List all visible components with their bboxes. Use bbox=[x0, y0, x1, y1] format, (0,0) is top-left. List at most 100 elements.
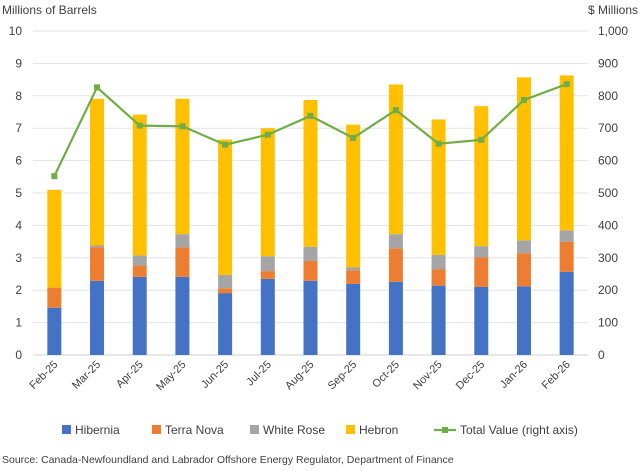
bar-segment-terra-nova bbox=[303, 261, 318, 281]
right-tick-label: 900 bbox=[598, 56, 618, 70]
x-tick-label: Feb-25 bbox=[27, 359, 60, 392]
bar-segment-hibernia bbox=[47, 307, 62, 355]
left-tick-label: 7 bbox=[15, 121, 22, 135]
left-tick-label: 0 bbox=[15, 348, 22, 362]
x-tick-label: May-25 bbox=[154, 359, 188, 393]
bar-segment-terra-nova bbox=[218, 288, 233, 294]
left-tick-label: 9 bbox=[15, 56, 22, 70]
right-tick-label: 100 bbox=[598, 316, 618, 330]
bar-segment-hebron bbox=[175, 98, 190, 235]
x-tick-label: Feb-26 bbox=[540, 359, 573, 392]
bar-segment-hibernia bbox=[516, 286, 531, 355]
bar-segment-white-rose bbox=[346, 267, 361, 271]
bar-segment-white-rose bbox=[218, 274, 233, 289]
left-tick-label: 6 bbox=[15, 154, 22, 168]
total-value-marker bbox=[350, 134, 357, 141]
right-tick-label: 600 bbox=[598, 154, 618, 168]
bar-segment-hebron bbox=[260, 128, 275, 257]
legend-label: Hebron bbox=[359, 423, 398, 437]
right-tick-label: 1,000 bbox=[598, 24, 628, 38]
bar-segment-terra-nova bbox=[47, 287, 62, 308]
x-tick-label: Jan-26 bbox=[498, 359, 530, 391]
bar-segment-terra-nova bbox=[346, 270, 361, 284]
bar-segment-hibernia bbox=[132, 276, 147, 355]
bar-segment-terra-nova bbox=[260, 271, 275, 279]
left-tick-label: 5 bbox=[15, 186, 22, 200]
legend-label: Terra Nova bbox=[165, 423, 224, 437]
total-value-marker bbox=[94, 84, 101, 91]
legend-swatch bbox=[62, 425, 71, 434]
bar-segment-white-rose bbox=[388, 234, 403, 249]
bar-segment-hibernia bbox=[303, 280, 318, 355]
bar-segment-hibernia bbox=[346, 283, 361, 355]
x-tick-label: Mar-25 bbox=[70, 359, 103, 392]
bar-segment-white-rose bbox=[516, 240, 531, 254]
bar-segment-terra-nova bbox=[516, 253, 531, 287]
x-tick-label: Oct-25 bbox=[370, 359, 402, 391]
left-tick-label: 3 bbox=[15, 251, 22, 265]
legend-swatch bbox=[152, 425, 161, 434]
bar-segment-hebron bbox=[346, 124, 361, 268]
bar-segment-white-rose bbox=[474, 246, 489, 258]
bar-segment-hibernia bbox=[260, 278, 275, 355]
total-value-marker bbox=[478, 136, 485, 143]
bar-segment-hebron bbox=[516, 77, 531, 241]
legend-swatch bbox=[250, 425, 259, 434]
right-tick-label: 700 bbox=[598, 121, 618, 135]
bar-segment-terra-nova bbox=[474, 257, 489, 287]
right-tick-label: 800 bbox=[598, 89, 618, 103]
legend-swatch bbox=[346, 425, 355, 434]
total-value-marker bbox=[264, 131, 271, 138]
bar-segment-terra-nova bbox=[388, 248, 403, 282]
bar-segment-hebron bbox=[303, 100, 318, 247]
bar-segment-hebron bbox=[388, 84, 403, 235]
total-value-marker bbox=[520, 97, 527, 104]
total-value-marker bbox=[307, 112, 314, 119]
legend-label: White Rose bbox=[263, 423, 325, 437]
left-axis-title: Millions of Barrels bbox=[2, 3, 97, 17]
total-value-marker bbox=[136, 122, 143, 129]
left-tick-label: 8 bbox=[15, 89, 22, 103]
source-note: Source: Canada-Newfoundland and Labrador… bbox=[2, 454, 454, 466]
x-tick-label: Jul-25 bbox=[244, 359, 274, 389]
bar-segment-white-rose bbox=[559, 230, 574, 242]
bar-segment-hebron bbox=[431, 119, 446, 255]
bar-segment-white-rose bbox=[132, 255, 147, 266]
right-axis-title: $ Millions bbox=[588, 3, 638, 17]
bar-segment-white-rose bbox=[431, 254, 446, 270]
bar-segment-hibernia bbox=[175, 276, 190, 355]
bar-segment-terra-nova bbox=[175, 247, 190, 277]
bar-segment-terra-nova bbox=[90, 247, 105, 281]
bar-segment-hibernia bbox=[559, 271, 574, 355]
bar-segment-terra-nova bbox=[132, 265, 147, 277]
right-tick-label: 500 bbox=[598, 186, 618, 200]
bar-segment-hebron bbox=[559, 75, 574, 231]
right-tick-label: 300 bbox=[598, 251, 618, 265]
bar-segment-hibernia bbox=[474, 286, 489, 355]
left-tick-label: 2 bbox=[15, 283, 22, 297]
x-tick-label: Sep-25 bbox=[326, 359, 360, 393]
total-value-marker bbox=[51, 173, 58, 180]
bar-segment-terra-nova bbox=[559, 241, 574, 272]
bar-segment-white-rose bbox=[303, 246, 318, 262]
bar-segment-white-rose bbox=[175, 234, 190, 248]
total-value-marker bbox=[179, 123, 186, 130]
total-value-marker bbox=[392, 107, 399, 114]
legend-label: Hibernia bbox=[75, 423, 120, 437]
left-tick-label: 10 bbox=[9, 24, 23, 38]
right-tick-label: 400 bbox=[598, 218, 618, 232]
right-tick-label: 0 bbox=[598, 348, 605, 362]
total-value-marker bbox=[435, 140, 442, 147]
total-value-marker bbox=[222, 141, 229, 148]
bar-segment-hebron bbox=[474, 106, 489, 247]
x-tick-label: Dec-25 bbox=[454, 359, 488, 393]
bar-segment-hebron bbox=[132, 114, 147, 256]
bar-segment-hebron bbox=[47, 189, 62, 288]
bar-segment-hebron bbox=[218, 139, 233, 275]
bar-segment-hibernia bbox=[90, 280, 105, 355]
x-tick-label: Aug-25 bbox=[283, 359, 317, 393]
bar-segment-white-rose bbox=[260, 256, 275, 272]
x-tick-label: Nov-25 bbox=[411, 359, 445, 393]
bar-segment-hibernia bbox=[388, 281, 403, 355]
bar-segment-hebron bbox=[90, 98, 105, 246]
